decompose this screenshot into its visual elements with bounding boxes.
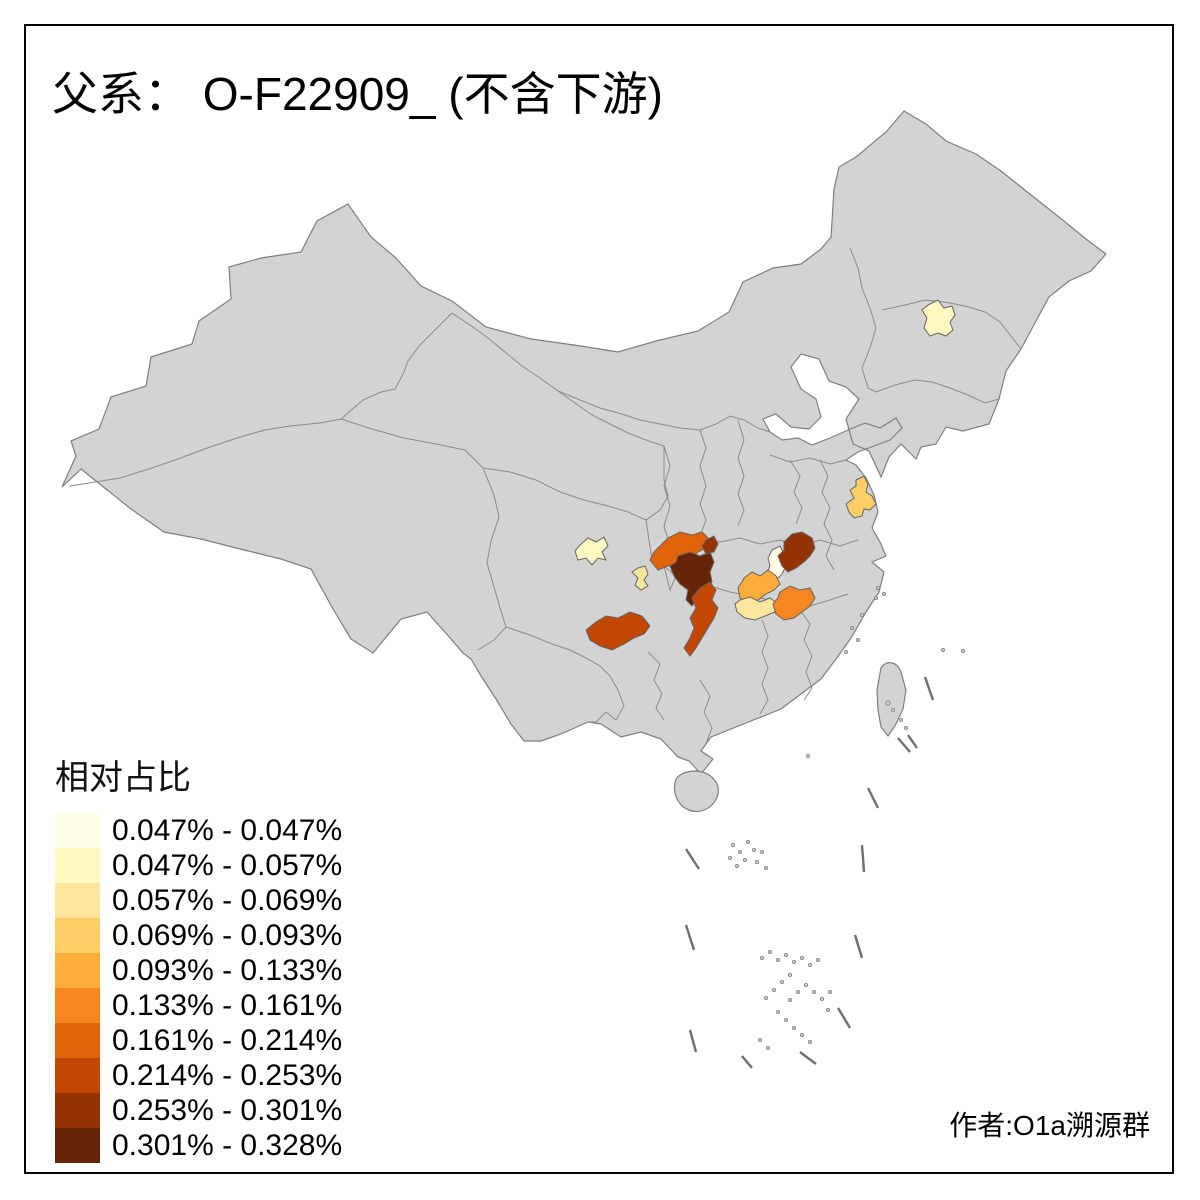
region-pale-yellow (734, 596, 779, 621)
legend-label: 0.133% - 0.161% (112, 989, 343, 1022)
legend-title: 相对占比 (55, 759, 191, 797)
nine-dash-line (684, 676, 935, 1069)
province-borders (69, 247, 1022, 745)
mainland-outline (61, 110, 1107, 775)
region-hubei-dark (777, 531, 816, 573)
legend-row: 0.133% - 0.161% (55, 988, 342, 1023)
author-credit: 作者:O1a溯源群 (949, 1110, 1150, 1141)
legend-label: 0.161% - 0.214% (112, 1024, 343, 1057)
legend-label: 0.093% - 0.133% (112, 954, 343, 987)
region-ne-sichuan-orange (649, 531, 711, 571)
taiwan-island (876, 662, 907, 738)
plot-frame (24, 24, 1174, 1174)
legend-swatch (55, 1058, 100, 1093)
legend-label: 0.047% - 0.047% (112, 814, 343, 847)
page-title: 父系： O-F22909_ (不含下游) (52, 68, 663, 120)
legend-row: 0.057% - 0.069% (55, 883, 342, 918)
region-southwest-dark-orange (585, 611, 651, 651)
legend-row: 0.093% - 0.133% (55, 953, 342, 988)
legend-label: 0.301% - 0.328% (112, 1129, 343, 1162)
legend-swatch (55, 988, 100, 1023)
legend-swatch (55, 1023, 100, 1058)
legend-swatch (55, 1128, 100, 1163)
legend-swatch (55, 813, 100, 848)
legend-row: 0.047% - 0.047% (55, 813, 342, 848)
region-west-hunan-vertical (683, 581, 719, 657)
legend-row: 0.253% - 0.301% (55, 1093, 342, 1128)
legend-label: 0.057% - 0.069% (112, 884, 343, 917)
region-small-sichuan (631, 565, 649, 591)
region-northeast-patch (921, 299, 956, 337)
legend-row: 0.047% - 0.057% (55, 848, 342, 883)
legend-label: 0.069% - 0.093% (112, 919, 343, 952)
legend-row: 0.214% - 0.253% (55, 1058, 342, 1093)
legend-label: 0.253% - 0.301% (112, 1094, 343, 1127)
legend: 相对占比 0.047% - 0.047% 0.047% - 0.057% 0.057… (55, 750, 342, 1163)
legend-row: 0.161% - 0.214% (55, 1023, 342, 1058)
legend-label: 0.047% - 0.057% (112, 849, 343, 882)
hainan-island (673, 770, 719, 813)
region-east-china-patch (845, 475, 877, 519)
legend-row: 0.069% - 0.093% (55, 918, 342, 953)
legend-label: 0.214% - 0.253% (112, 1059, 343, 1092)
islets (728, 586, 966, 1051)
legend-swatch (55, 883, 100, 918)
legend-swatch (55, 848, 100, 883)
legend-swatch (55, 953, 100, 988)
region-west-sichuan-cream (574, 536, 609, 566)
legend-rows: 0.047% - 0.047% 0.047% - 0.057% 0.057% - 0… (55, 813, 342, 1163)
legend-swatch (55, 918, 100, 953)
region-orange-east (772, 585, 816, 621)
legend-swatch (55, 1093, 100, 1128)
region-gold (737, 569, 781, 605)
region-small-dark-red (701, 535, 719, 555)
colored-regions (574, 299, 956, 657)
legend-row: 0.301% - 0.328% (55, 1128, 342, 1163)
